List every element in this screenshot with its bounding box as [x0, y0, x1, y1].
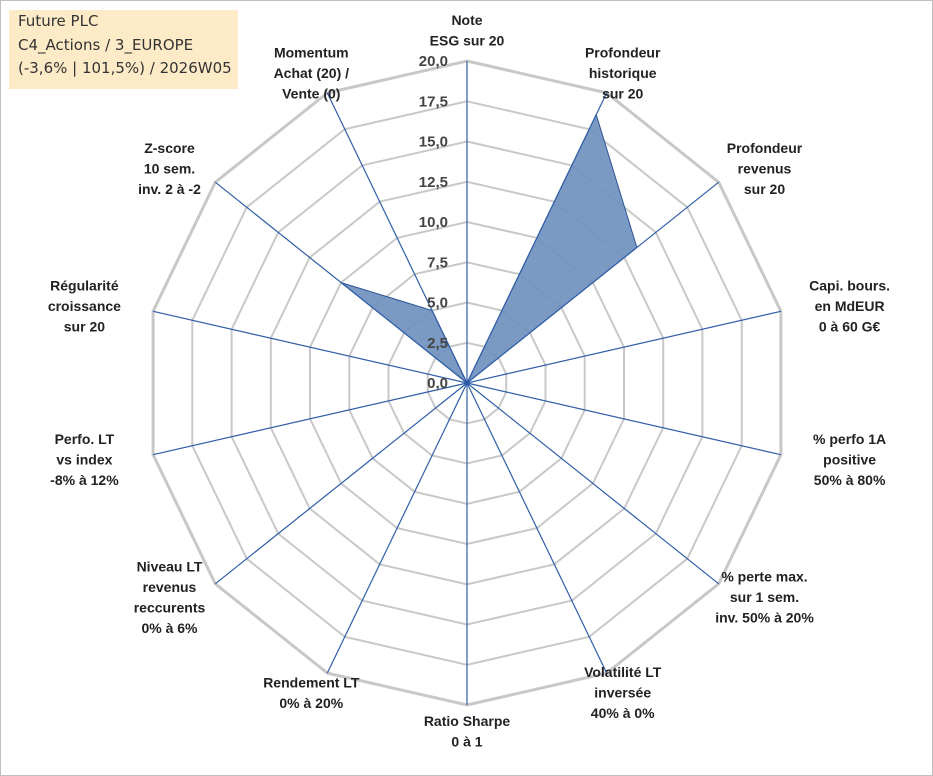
axis-spoke-13	[214, 181, 468, 384]
axis-spoke-7	[466, 382, 608, 674]
axis-label-line: inversée	[594, 685, 651, 701]
tick-label: 17,5	[419, 93, 448, 110]
axis-label-line: Niveau LT	[137, 559, 203, 575]
axis-label-line: 0 à 60 G€	[819, 319, 881, 335]
axis-label-14: Momentum Achat (20) / Vente (0)	[274, 44, 350, 101]
tick-label: 10,0	[419, 214, 448, 231]
performance-week: (-3,6% | 101,5%) / 2026W05	[18, 59, 232, 77]
axis-label-5: % perfo 1A positive 50% à 80%	[813, 431, 886, 488]
axis-label-line: croissance	[48, 298, 121, 314]
tick-label: 12,5	[419, 174, 448, 191]
axis-label-line: en MdEUR	[815, 298, 885, 314]
axis-label-line: Z-score	[144, 140, 195, 156]
axis-label-line: sur 1 sem.	[730, 589, 799, 605]
axis-label-line: ESG sur 20	[430, 33, 505, 49]
axis-label-line: Perfo. LT	[55, 431, 115, 447]
axis-label-11: Perfo. LT vs index -8% à 12%	[50, 431, 119, 488]
axis-label-line: Vente (0)	[282, 85, 340, 101]
axis-label-line: sur 20	[64, 319, 105, 335]
axis-spoke-4	[466, 310, 782, 384]
axis-label-line: reccurents	[134, 600, 206, 616]
axis-label-line: inv. 50% à 20%	[715, 610, 814, 626]
axis-label-line: 50% à 80%	[814, 472, 886, 488]
axis-label-line: % perte max.	[721, 569, 807, 585]
axis-label-1: Note ESG sur 20	[430, 12, 505, 49]
axis-label-line: 0 à 1	[451, 734, 482, 750]
axis-spoke-12	[152, 310, 468, 384]
axis-label-line: % perfo 1A	[813, 431, 886, 447]
axis-spoke-6	[466, 382, 720, 585]
tick-label: 15,0	[419, 134, 448, 151]
axis-label-3: Profondeur revenus sur 20	[727, 140, 803, 197]
tick-label: 2,5	[427, 335, 448, 352]
axis-label-line: Rendement LT	[263, 674, 360, 690]
tick-label: 7,5	[427, 254, 448, 271]
axis-label-7: Volatilité LT inversée 40% à 0%	[584, 664, 662, 721]
axis-spoke-3	[466, 181, 720, 384]
axis-label-line: Volatilité LT	[584, 664, 662, 680]
axis-label-line: 40% à 0%	[591, 705, 655, 721]
axis-spoke-11	[152, 382, 468, 456]
axis-label-line: vs index	[56, 451, 112, 467]
axis-label-line: inv. 2 à -2	[138, 181, 201, 197]
axis-label-line: Régularité	[50, 278, 119, 294]
axis-label-line: sur 20	[744, 181, 785, 197]
axis-label-line: positive	[823, 451, 876, 467]
stock-info-box: Future PLC C4_Actions / 3_EUROPE (-3,6% …	[9, 10, 238, 89]
axis-label-line: Profondeur	[585, 44, 661, 60]
axis-label-line: Note	[451, 12, 482, 28]
axis-label-line: revenus	[143, 579, 197, 595]
axis-label-13: Z-score 10 sem. inv. 2 à -2	[138, 140, 201, 197]
axis-label-line: -8% à 12%	[50, 472, 119, 488]
axis-label-4: Capi. bours. en MdEUR 0 à 60 G€	[809, 278, 890, 335]
axis-label-line: Momentum	[274, 44, 349, 60]
axis-label-line: 10 sem.	[144, 160, 195, 176]
portfolio-category: C4_Actions / 3_EUROPE	[18, 35, 194, 54]
tick-label: 0,0	[427, 375, 448, 392]
axis-label-line: sur 20	[602, 85, 643, 101]
axis-label-line: revenus	[738, 160, 792, 176]
axis-label-8: Ratio Sharpe 0 à 1	[424, 713, 511, 750]
axis-label-line: 0% à 20%	[279, 695, 343, 711]
axis-label-line: Capi. bours.	[809, 278, 890, 294]
axis-label-10: Niveau LT revenus reccurents 0% à 6%	[134, 559, 206, 637]
data-series-area	[340, 113, 638, 385]
axis-label-2: Profondeur historique sur 20	[585, 44, 661, 101]
tick-label: 20,0	[419, 53, 448, 70]
axis-label-9: Rendement LT 0% à 20%	[263, 674, 360, 711]
axis-spoke-9	[326, 382, 468, 674]
axis-label-line: Profondeur	[727, 140, 803, 156]
axis-label-line: 0% à 6%	[141, 620, 198, 636]
axis-label-line: Achat (20) /	[274, 65, 350, 81]
company-name: Future PLC	[18, 12, 99, 30]
axis-label-12: Régularité croissance sur 20	[48, 278, 121, 335]
axis-spoke-5	[466, 382, 782, 456]
axis-spoke-2	[466, 92, 608, 384]
axis-label-line: historique	[589, 65, 657, 81]
axis-spoke-14	[326, 92, 468, 384]
axis-spoke-10	[214, 382, 468, 585]
axis-label-6: % perte max. sur 1 sem. inv. 50% à 20%	[715, 569, 814, 626]
tick-label: 5,0	[427, 295, 448, 312]
axis-label-line: Ratio Sharpe	[424, 713, 511, 729]
